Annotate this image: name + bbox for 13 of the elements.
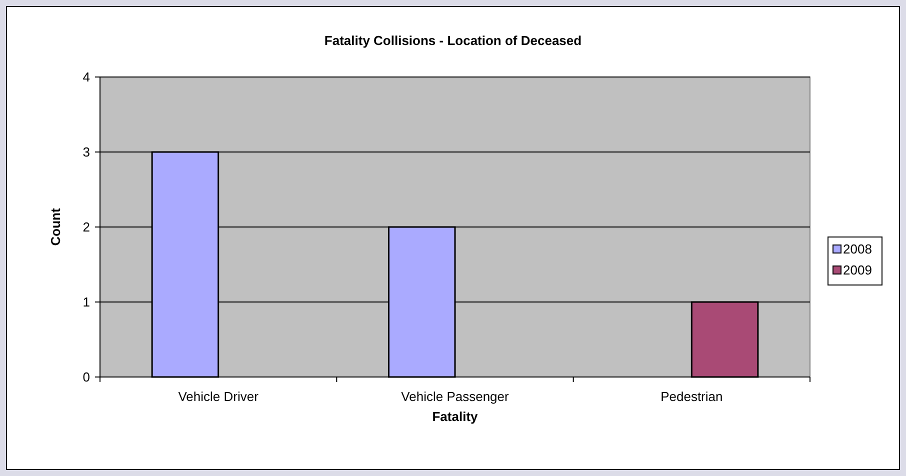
legend-label: 2008 (843, 242, 872, 257)
x-tick-label: Pedestrian (660, 389, 723, 404)
legend-label: 2009 (843, 262, 872, 278)
x-tick-label: Vehicle Driver (178, 389, 260, 404)
y-tick-label: 0 (82, 370, 90, 385)
y-tick-label: 1 (82, 294, 90, 310)
y-tick-label: 3 (82, 144, 90, 160)
y-axis-title: Count (48, 208, 63, 246)
y-tick-label: 2 (82, 220, 90, 235)
x-axis-title: Fatality (432, 409, 479, 424)
y-tick-label: 4 (82, 70, 90, 85)
chart-title: Fatality Collisions - Location of Deceased (324, 33, 582, 48)
x-tick-label: Vehicle Passenger (401, 389, 510, 404)
